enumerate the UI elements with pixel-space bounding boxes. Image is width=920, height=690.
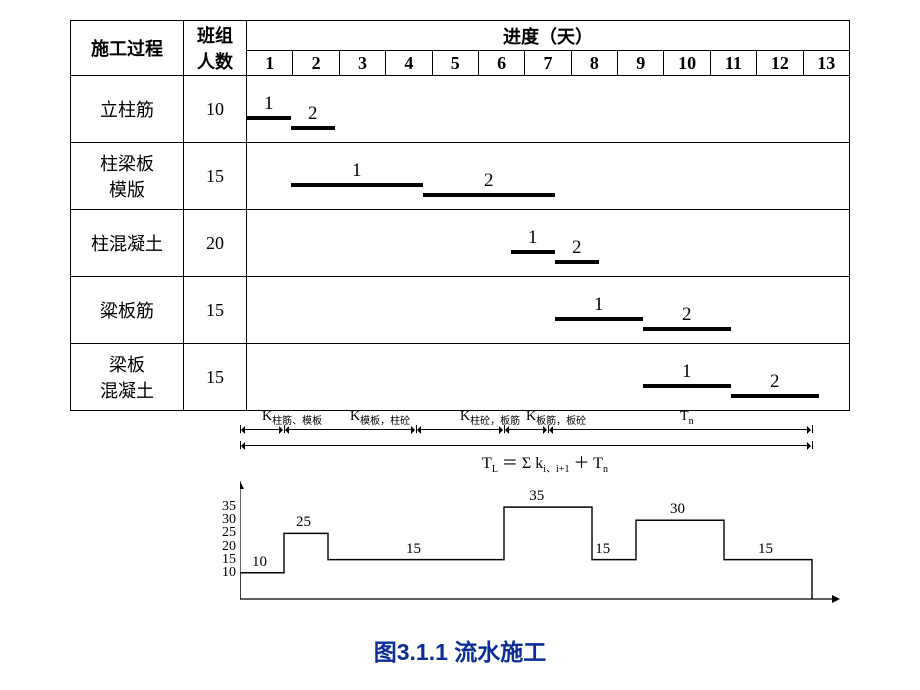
crew-label: 班组人数 — [197, 26, 233, 72]
day-header: 8 — [571, 51, 617, 76]
dim-label: K板筋，板砼 — [526, 409, 586, 427]
gantt-bar — [643, 384, 731, 388]
gantt-bar — [731, 394, 819, 398]
day-header: 7 — [525, 51, 571, 76]
gantt-bar-label: 2 — [308, 104, 318, 123]
process-name: 梁板混凝土 — [71, 344, 184, 411]
gantt-bar-label: 1 — [264, 94, 274, 113]
gantt-bar — [291, 126, 335, 130]
day-header: 5 — [432, 51, 478, 76]
gantt-bar — [511, 250, 555, 254]
day-header: 3 — [339, 51, 385, 76]
y-tick: 35 — [206, 500, 236, 514]
gantt-row: 梁板混凝土1512 — [71, 344, 850, 411]
day-header: 10 — [664, 51, 710, 76]
col-crew: 班组人数 — [184, 21, 247, 76]
crew-size: 15 — [184, 277, 247, 344]
bar-area: 12 — [247, 277, 850, 344]
gantt-bar — [555, 260, 599, 264]
day-header: 6 — [478, 51, 524, 76]
dim-formula: TL ＝ Σ ki、i+1 ＋ Tn — [240, 449, 850, 475]
gantt-table: 施工过程 班组人数 进度（天） 12345678910111213 立柱筋101… — [70, 20, 850, 411]
gantt-bar — [247, 116, 291, 120]
gantt-bar-label: 2 — [484, 171, 494, 190]
gantt-bar — [291, 183, 423, 187]
dim-label: K柱砼，板筋 — [460, 409, 520, 427]
crew-size: 15 — [184, 344, 247, 411]
gantt-bar-label: 2 — [572, 238, 582, 257]
gantt-bar-label: 1 — [352, 161, 362, 180]
bar-area: 12 — [247, 210, 850, 277]
gantt-bar-label: 1 — [682, 362, 692, 381]
figure-caption: 图3.1.1 流水施工 — [70, 633, 850, 667]
bar-area: 12 — [247, 344, 850, 411]
process-name: 柱混凝土 — [71, 210, 184, 277]
crew-size: 20 — [184, 210, 247, 277]
day-header: 4 — [386, 51, 432, 76]
gantt-bar — [643, 327, 731, 331]
step-value-label: 15 — [595, 542, 610, 557]
gantt-row: 柱梁板模版1512 — [71, 143, 850, 210]
gantt-bar-label: 1 — [528, 228, 538, 247]
gantt-bar — [423, 193, 555, 197]
crew-size: 10 — [184, 76, 247, 143]
day-header: 1 — [247, 51, 293, 76]
col-process: 施工过程 — [71, 21, 184, 76]
gantt-row: 立柱筋1012 — [71, 76, 850, 143]
process-name: 粱板筋 — [71, 277, 184, 344]
y-tick: 30 — [206, 513, 236, 527]
step-value-label: 15 — [406, 542, 421, 557]
day-header: 13 — [803, 51, 850, 76]
col-progress: 进度（天） — [247, 21, 850, 51]
gantt-row: 柱混凝土2012 — [71, 210, 850, 277]
y-tick: 25 — [206, 526, 236, 540]
dim-label: K模板，柱砼 — [350, 409, 410, 427]
step-value-label: 35 — [529, 489, 544, 504]
process-name: 柱梁板模版 — [71, 143, 184, 210]
crew-size: 15 — [184, 143, 247, 210]
y-tick: 15 — [206, 553, 236, 567]
day-header: 12 — [757, 51, 803, 76]
dim-label: K柱筋、模板 — [262, 409, 322, 427]
y-tick: 10 — [206, 566, 236, 580]
gantt-bar — [555, 317, 643, 321]
k-dimensions: K柱筋、模板K模板，柱砼K柱砼，板筋K板筋，板砼TnTL ＝ Σ ki、i+1 … — [240, 415, 850, 475]
day-header: 11 — [710, 51, 756, 76]
bar-area: 12 — [247, 76, 850, 143]
y-tick: 20 — [206, 540, 236, 554]
step-value-label: 30 — [670, 502, 685, 517]
step-value-label: 10 — [252, 555, 267, 570]
gantt-bar-label: 2 — [682, 305, 692, 324]
gantt-bar-label: 1 — [594, 295, 604, 314]
bar-area: 12 — [247, 143, 850, 210]
gantt-body: 立柱筋1012柱梁板模版1512柱混凝土2012粱板筋1512梁板混凝土1512 — [71, 76, 850, 411]
gantt-row: 粱板筋1512 — [71, 277, 850, 344]
step-value-label: 25 — [296, 515, 311, 530]
gantt-bar-label: 2 — [770, 372, 780, 391]
gantt-head: 施工过程 班组人数 进度（天） 12345678910111213 — [71, 21, 850, 76]
day-header: 2 — [293, 51, 339, 76]
process-name: 立柱筋 — [71, 76, 184, 143]
dim-label: Tn — [680, 409, 694, 427]
step-chart: 10152025303510251535153015 — [240, 479, 850, 619]
step-value-label: 15 — [758, 542, 773, 557]
day-header: 9 — [618, 51, 664, 76]
